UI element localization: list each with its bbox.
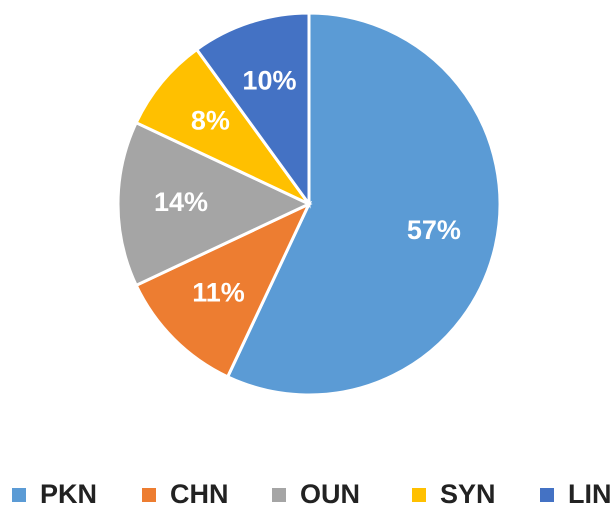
- legend-swatch: [540, 488, 554, 502]
- pie-slice: [194, 11, 311, 209]
- legend-swatch: [12, 488, 26, 502]
- legend-swatch: [412, 488, 426, 502]
- legend-swatch: [142, 488, 156, 502]
- data-label: 11%: [192, 278, 245, 308]
- legend-swatch: [272, 488, 286, 502]
- data-label: 14%: [154, 187, 208, 217]
- data-label: 57%: [407, 215, 461, 245]
- legend-label: PKN: [40, 479, 97, 509]
- pie-slice: [225, 11, 502, 397]
- data-label: 10%: [242, 65, 296, 95]
- legend-label: SYN: [440, 479, 496, 509]
- legend-label: OUN: [300, 479, 360, 509]
- pie-slice: [134, 200, 313, 379]
- legend-label: CHN: [170, 479, 229, 509]
- pie-slice: [134, 47, 311, 206]
- pie-slice: [116, 120, 313, 288]
- legend-label: LIN: [568, 479, 612, 509]
- data-label: 8%: [191, 106, 230, 136]
